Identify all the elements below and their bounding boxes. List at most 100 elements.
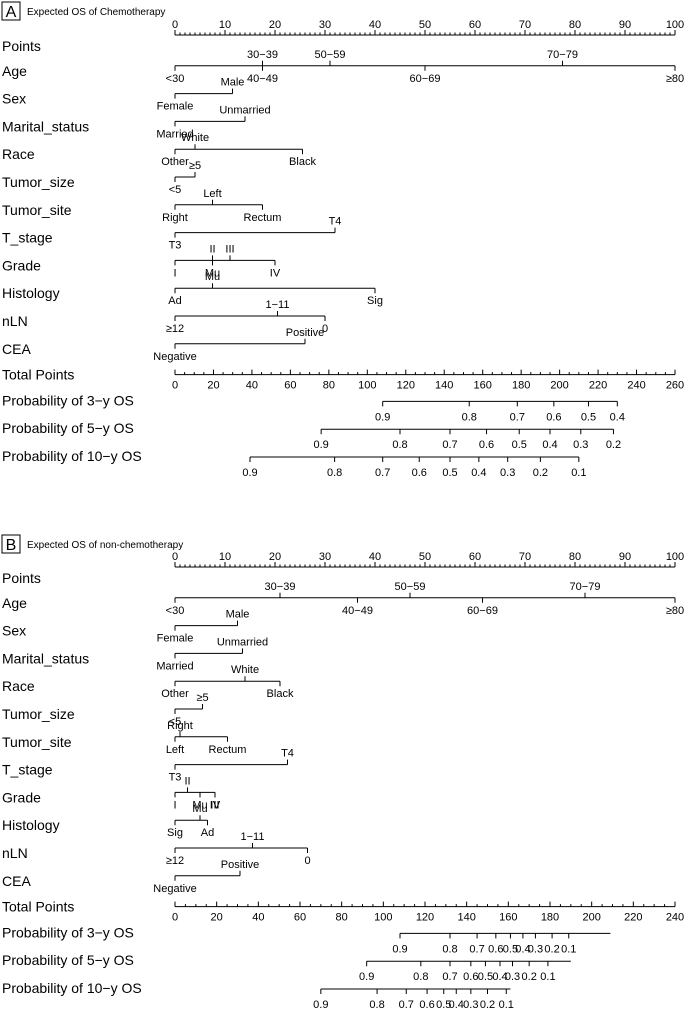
probability-tick-label: 0.4 <box>515 943 530 955</box>
category-label-age: 30−39 <box>247 49 278 61</box>
points-tick-label: 10 <box>219 551 231 563</box>
category-label-age: ≥80 <box>666 73 684 85</box>
panel-letter: A <box>6 4 17 21</box>
category-label-histology: Mu <box>205 271 220 283</box>
probability-tick-label: 0.9 <box>375 411 390 423</box>
category-label-grade: Mu <box>205 267 220 279</box>
category-label-cea: Negative <box>153 351 196 363</box>
probability-tick-label: 0.7 <box>510 411 525 423</box>
category-label-marital-status: Unmarried <box>217 636 268 648</box>
total-points-tick-label: 0 <box>172 380 178 392</box>
panel-b-non-chemotherapy: B Expected OS of non-chemotherapy Points 0 1… <box>1 534 684 1011</box>
category-label-age: 40−49 <box>247 73 278 85</box>
probability-tick-label: 0.4 <box>492 971 507 983</box>
points-tick-label: 20 <box>269 19 281 31</box>
points-tick-label: 60 <box>469 19 481 31</box>
probability-tick-label: 0.7 <box>442 439 457 451</box>
total-points-tick-label: 200 <box>582 912 600 924</box>
total-points-tick-label: 120 <box>397 380 415 392</box>
probability-tick-label: 0.5 <box>436 999 451 1011</box>
points-axis-label: Points <box>2 38 41 54</box>
category-label-nln: 0 <box>322 323 328 335</box>
probability-tick-label: 0.9 <box>242 467 257 479</box>
category-label-histology: Sig <box>367 295 383 307</box>
total-points-tick-label: 140 <box>435 380 453 392</box>
row-label-sex: Sex <box>2 91 26 107</box>
probability-tick-label: 0.2 <box>480 999 495 1011</box>
category-label-age: 50−59 <box>395 581 426 593</box>
probability-tick-label: 0.6 <box>479 439 494 451</box>
category-label-histology: Sig <box>167 827 183 839</box>
probability-tick-label: 0.6 <box>463 971 478 983</box>
row-label-nln: nLN <box>2 845 28 861</box>
total-points-tick-label: 160 <box>499 912 517 924</box>
row-label-t-stage: T_stage <box>2 230 53 246</box>
probability-tick-label: 0.1 <box>561 943 576 955</box>
total-points-tick-label: 40 <box>252 912 264 924</box>
points-tick-label: 50 <box>419 19 431 31</box>
category-label-age: ≥80 <box>666 605 684 617</box>
category-label-race: Black <box>289 156 316 168</box>
panel-letter: B <box>6 537 17 554</box>
points-tick-label: 90 <box>619 19 631 31</box>
probability-tick-label: 0.5 <box>512 439 527 451</box>
category-label-histology: Ad <box>168 295 181 307</box>
category-label-tumor-size: <5 <box>169 184 182 196</box>
total-points-tick-label: 120 <box>416 912 434 924</box>
row-label-sex: Sex <box>2 623 26 639</box>
category-label-race: Black <box>267 688 294 700</box>
probability-tick-label: 0.3 <box>573 439 588 451</box>
probability-tick-label: 0.3 <box>528 943 543 955</box>
total-points-tick-label: 260 <box>666 380 684 392</box>
total-points-tick-label: 200 <box>550 380 568 392</box>
points-tick-label: 60 <box>469 551 481 563</box>
total-points-tick-label: 140 <box>457 912 475 924</box>
category-label-tumor-site: Rectum <box>244 212 282 224</box>
probability-axis-label: Probability of 5−y OS <box>2 952 134 968</box>
category-label-marital-status: Married <box>156 128 193 140</box>
row-label-cea: CEA <box>2 873 31 889</box>
probability-tick-label: 0.2 <box>533 467 548 479</box>
category-label-grade: IV <box>270 267 281 279</box>
category-label-t-stage: T4 <box>281 748 294 760</box>
total-points-axis-label: Total Points <box>2 899 74 915</box>
row-label-age: Age <box>2 595 27 611</box>
points-tick-label: 80 <box>569 551 581 563</box>
category-label-tumor-site: Rectum <box>209 744 247 756</box>
probability-tick-label: 0.3 <box>463 999 478 1011</box>
category-label-cea: Positive <box>286 327 325 339</box>
points-tick-label: 70 <box>519 19 531 31</box>
category-label-sex: Male <box>221 77 245 89</box>
points-tick-label: 80 <box>569 19 581 31</box>
probability-tick-label: 0.1 <box>540 971 555 983</box>
probability-tick-label: 0.2 <box>522 971 537 983</box>
row-label-tumor-size: Tumor_size <box>2 706 75 722</box>
category-label-nln: ≥12 <box>166 855 184 867</box>
probability-tick-label: 0.7 <box>442 971 457 983</box>
points-tick-label: 90 <box>619 551 631 563</box>
category-label-age: 70−79 <box>570 581 601 593</box>
points-tick-label: 50 <box>419 551 431 563</box>
category-label-age: 30−39 <box>265 581 296 593</box>
total-points-tick-label: 240 <box>627 380 645 392</box>
category-label-age: 40−49 <box>342 605 373 617</box>
total-points-axis-label: Total Points <box>2 367 74 383</box>
panel-a-chemotherapy: A Expected OS of Chemotherapy Points 0 10 20 3… <box>1 1 684 479</box>
category-label-tumor-size: ≥5 <box>189 160 201 172</box>
probability-tick-label: 0.8 <box>442 943 457 955</box>
row-label-age: Age <box>2 63 27 79</box>
probability-tick-label: 0.5 <box>581 411 596 423</box>
category-label-sex: Female <box>157 101 194 113</box>
probability-axis-label: Probability of 10−y OS <box>2 980 142 996</box>
points-tick-label: 30 <box>319 551 331 563</box>
probability-tick-label: 0.8 <box>392 439 407 451</box>
category-label-nln: 0 <box>304 855 310 867</box>
category-label-nln: 1−11 <box>266 299 290 311</box>
category-label-race: Other <box>161 156 189 168</box>
category-label-age: 60−69 <box>410 73 441 85</box>
points-tick-label: 30 <box>319 19 331 31</box>
row-label-tumor-site: Tumor_site <box>2 734 72 750</box>
row-label-marital-status: Marital_status <box>2 118 89 134</box>
total-points-tick-label: 60 <box>284 380 296 392</box>
probability-tick-label: 0.7 <box>375 467 390 479</box>
